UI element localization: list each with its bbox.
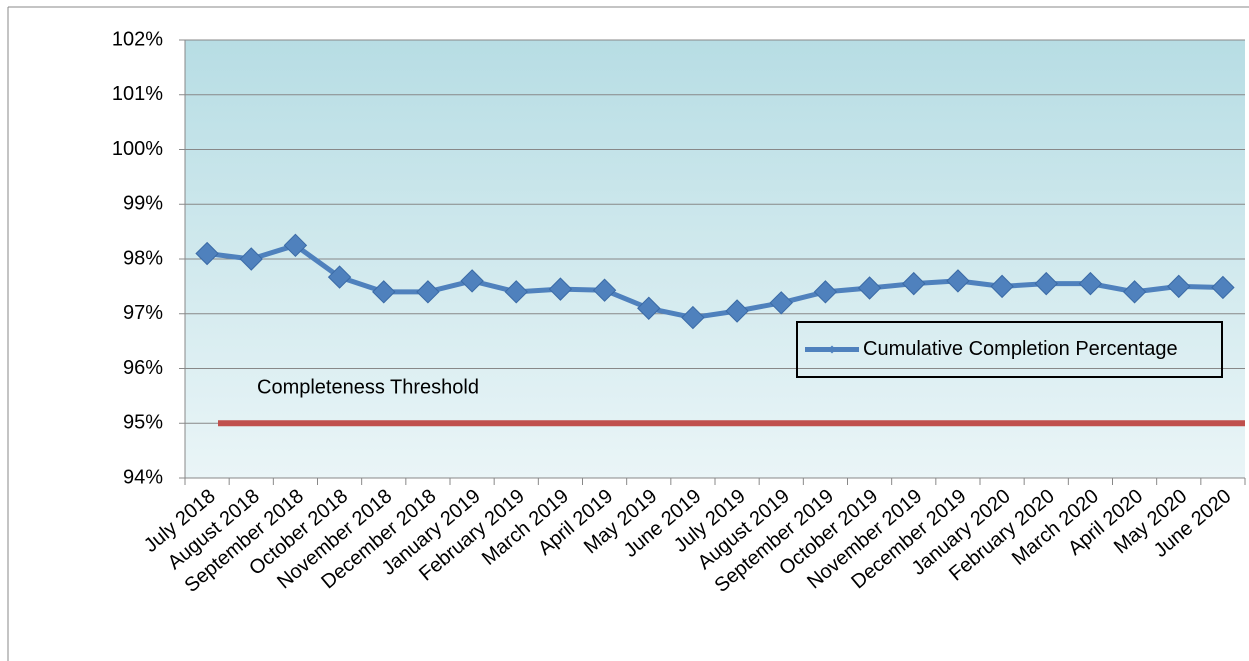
y-tick-label: 96%: [123, 357, 163, 379]
marker: [592, 278, 617, 302]
y-tick-label: 100%: [112, 138, 163, 160]
marker: [283, 233, 308, 258]
y-tick-label: 94%: [123, 466, 163, 488]
marker: [548, 277, 573, 301]
marker: [504, 280, 528, 304]
marker: [1122, 280, 1147, 304]
marker: [372, 280, 396, 304]
marker: [416, 280, 440, 304]
marker: [813, 280, 838, 304]
marker: [1078, 271, 1103, 296]
marker: [769, 291, 793, 315]
marker: [1034, 271, 1058, 296]
y-tick-label: 99%: [123, 193, 163, 215]
legend-box: [796, 321, 1223, 378]
legend-marker: [828, 345, 836, 354]
y-tick-label: 98%: [123, 247, 163, 269]
marker: [1167, 274, 1191, 299]
marker: [857, 276, 882, 300]
marker: [460, 269, 484, 293]
marker: [946, 269, 970, 293]
y-tick-label: 102%: [112, 28, 163, 50]
threshold-label: Completeness Threshold: [257, 376, 479, 398]
marker: [902, 271, 926, 296]
marker: [637, 296, 661, 320]
marker: [239, 247, 263, 271]
y-tick-label: 95%: [123, 412, 163, 434]
marker: [1211, 275, 1235, 300]
y-tick-label: 97%: [123, 302, 163, 324]
marker: [681, 305, 705, 330]
marker: [990, 274, 1014, 299]
marker: [327, 265, 352, 289]
marker: [195, 241, 219, 266]
legend-label: Cumulative Completion Percentage: [863, 338, 1178, 360]
y-tick-label: 101%: [112, 83, 163, 105]
marker: [725, 299, 749, 323]
